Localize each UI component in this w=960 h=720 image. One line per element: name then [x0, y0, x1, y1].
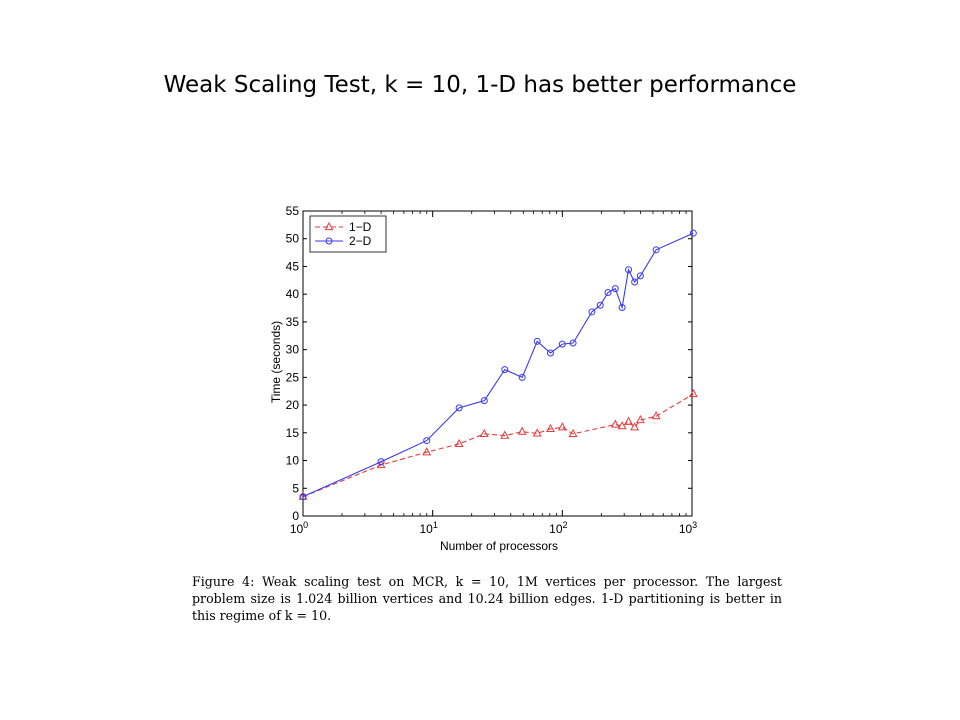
series-2d-point	[631, 278, 639, 286]
series-2d-point	[518, 373, 526, 381]
series-2d-point	[588, 308, 596, 316]
x-tick-label: 100	[290, 520, 308, 536]
x-tick-label: 103	[679, 520, 697, 536]
legend-box	[309, 215, 387, 253]
line-chart: 0 5 10 15 20 25 30 35 40 45 50 55 100 101 102 103 1−D2−…	[269, 204, 698, 553]
figure-caption: Figure 4: Weak scaling test on MCR, k = …	[192, 573, 782, 624]
series-2d-point	[546, 349, 554, 357]
series-2d-point	[480, 397, 488, 405]
axes: 0 5 10 15 20 25 30 35 40 45 50 55 100 101 102 103	[286, 204, 698, 536]
x-axis-label: Number of processors	[440, 539, 558, 553]
series-1d-point	[568, 428, 578, 438]
legend-1d-label: 1−D	[349, 220, 372, 234]
legend-2d-marker	[325, 237, 333, 245]
series-1d-point	[688, 388, 698, 398]
series-2d-point	[625, 266, 633, 274]
series-layer	[298, 229, 698, 501]
series-2d-line	[302, 232, 694, 498]
series-1d-point	[454, 438, 464, 448]
y-tick-label: 30	[286, 343, 300, 357]
y-tick-label: 5	[292, 481, 299, 495]
y-tick-label: 40	[286, 287, 300, 301]
y-tick-label: 55	[286, 204, 300, 218]
series-2d-point	[652, 246, 660, 254]
series-2d-point	[299, 493, 307, 501]
y-tick-label: 0	[292, 509, 299, 523]
series-1d-point	[630, 422, 640, 431]
caption-line-2: problem size is 1.024 billion vertices a…	[192, 591, 782, 606]
caption-line-1: Figure 4: Weak scaling test on MCR, k = …	[192, 574, 782, 589]
caption-line-3: this regime of k = 10.	[192, 608, 332, 623]
series-2d-point	[455, 404, 463, 412]
series-1d-point	[624, 416, 633, 425]
legend: 1−D2−D	[309, 215, 387, 253]
series-2d-point	[618, 303, 626, 311]
series-2d-point	[533, 337, 541, 345]
series-1d-point	[422, 447, 432, 456]
series-2d-point	[596, 301, 604, 309]
series-1d-point	[617, 421, 627, 430]
series-1d-point	[532, 428, 542, 437]
series-2d-point	[636, 272, 644, 280]
y-axis-label: Time (seconds)	[269, 321, 283, 403]
plot-frame	[302, 210, 693, 517]
y-tick-label: 10	[286, 454, 300, 468]
legend-2d-label: 2−D	[349, 234, 372, 248]
series-1d-point	[546, 423, 555, 433]
y-tick-label: 25	[286, 370, 300, 384]
series-1d-point	[635, 415, 645, 424]
series-2d-point	[501, 366, 509, 374]
series-2d-point	[558, 340, 566, 348]
series-2d-point	[423, 437, 431, 445]
series-1d-line	[302, 393, 694, 498]
y-tick-label: 15	[286, 426, 300, 440]
x-tick-label: 101	[419, 520, 437, 536]
slide-title: Weak Scaling Test, k = 10, 1-D has bette…	[163, 72, 797, 98]
series-2d-point	[689, 229, 697, 237]
series-1d-point	[557, 422, 567, 431]
y-tick-label: 45	[286, 259, 300, 273]
y-tick-label: 20	[286, 398, 300, 412]
series-1d-point	[610, 419, 620, 428]
series-2d-point	[377, 458, 385, 466]
x-tick-label: 102	[549, 520, 567, 536]
legend-1d-marker	[324, 221, 334, 231]
series-1d-point	[517, 426, 527, 435]
series-1d-point	[479, 428, 489, 438]
series-2d-point	[604, 289, 612, 297]
y-tick-label: 50	[286, 232, 300, 246]
series-2d-point	[611, 285, 619, 293]
y-tick-label: 35	[286, 315, 300, 329]
series-1d-point	[651, 411, 661, 420]
series-2d-point	[569, 339, 577, 347]
series-1d-point	[500, 430, 510, 439]
